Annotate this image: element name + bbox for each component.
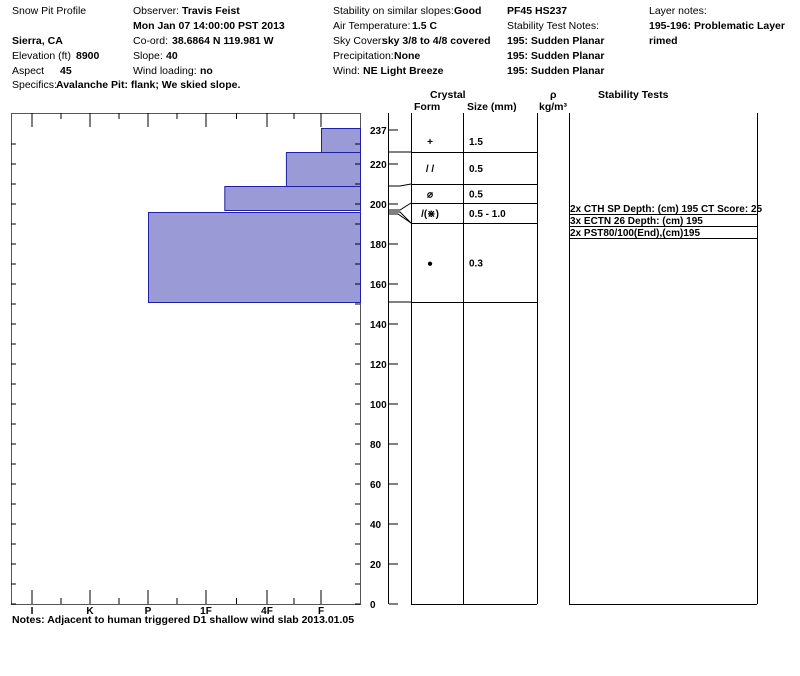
crystal-size: 0.5 (469, 164, 483, 175)
layer-note: rimed (649, 35, 678, 47)
height-label: 80 (370, 440, 382, 451)
aspect: 45 (60, 65, 72, 77)
elevation-label: Elevation (ft) (12, 50, 71, 62)
air-temp: 1.5 C (412, 20, 438, 32)
height-label: 220 (370, 160, 387, 171)
height-label: 60 (370, 480, 382, 491)
sky: sky 3/8 to 4/8 covered (382, 35, 491, 47)
layer-connector (389, 183, 412, 187)
specifics-label: Specifics: (12, 79, 57, 91)
specifics: Avalanche Pit: flank; We skied slope. (56, 79, 241, 91)
hardness-label: P (145, 606, 152, 617)
height-label: 180 (370, 240, 387, 251)
hardness-bar (321, 128, 361, 153)
precip-label: Precipitation: (333, 50, 394, 62)
precip: None (394, 50, 421, 62)
stability-notes-label: Stability Test Notes: (507, 20, 600, 32)
pf-hs: PF45 HS237 (507, 5, 568, 17)
sky-label: Sky Cover: (333, 35, 385, 47)
height-label: 40 (370, 520, 382, 531)
stability-test: 3x ECTN 26 Depth: (cm) 195 (570, 216, 703, 227)
crystal-form-icon: ⌀ (427, 190, 433, 201)
hardness-label: 1F (200, 606, 212, 617)
date: Mon Jan 07 14:00:00 PST 2013 (133, 20, 285, 32)
hardness-bar (148, 212, 361, 303)
notes: Notes: Adjacent to human triggered D1 sh… (12, 614, 355, 626)
crystal-size: 0.5 - 1.0 (469, 209, 506, 220)
stability-note: 195: Sudden Planar (507, 35, 605, 47)
layer-connector (389, 211, 412, 224)
size-header: Size (mm) (467, 101, 517, 113)
crystal-size: 0.5 (469, 190, 483, 201)
wind-label: Wind: (333, 65, 360, 77)
density-unit-header: kg/m³ (539, 101, 568, 113)
location: Sierra, CA (12, 35, 63, 47)
observer-label: Observer: (133, 5, 180, 17)
height-label: 0 (370, 600, 376, 611)
height-label: 200 (370, 200, 387, 211)
coord-label: Co-ord: (133, 35, 169, 47)
air-temp-label: Air Temperature: (333, 20, 411, 32)
stability-test: 2x PST80/100(End),(cm)195 (570, 228, 700, 239)
crystal-form-icon: ● (427, 259, 433, 270)
crystal-form-icon: /(⋇) (421, 209, 439, 220)
height-label: 120 (370, 360, 387, 371)
hardness-label: F (318, 606, 324, 617)
stability-tests-header: Stability Tests (598, 89, 669, 101)
layer-connector (389, 213, 412, 224)
stability-note: 195: Sudden Planar (507, 65, 605, 77)
layer-note: 195-196: Problematic Layer (649, 20, 785, 32)
crystal-form-icon: / / (426, 164, 435, 175)
height-label: 100 (370, 400, 387, 411)
title: Snow Pit Profile (12, 5, 87, 17)
coord: 38.6864 N 119.981 W (172, 35, 274, 47)
rho-header: ρ (550, 89, 557, 101)
height-label: 237 (370, 126, 387, 137)
aspect-label: Aspect (12, 65, 45, 77)
slope-label: Slope: (133, 50, 163, 62)
elevation: 8900 (76, 50, 100, 62)
slope: 40 (166, 50, 178, 62)
wind: NE Light Breeze (363, 65, 444, 77)
crystal-size: 0.3 (469, 259, 483, 270)
height-label: 140 (370, 320, 387, 331)
crystal-form-icon: + (427, 137, 433, 148)
stability-label: Stability on similar slopes: (333, 5, 454, 17)
wind-loading: no (200, 65, 213, 77)
hardness-label: I (31, 606, 34, 617)
height-label: 160 (370, 280, 387, 291)
hardness-bar (285, 152, 361, 187)
stability-test: 2x CTH SP Depth: (cm) 195 CT Score: 25 (570, 204, 763, 215)
form-header: Form (414, 101, 441, 113)
hardness-plot-frame (11, 113, 361, 605)
layer-notes-label: Layer notes: (649, 5, 707, 17)
layer-connector (389, 202, 412, 211)
observer: Travis Feist (182, 5, 240, 17)
hardness-label: K (86, 606, 94, 617)
hardness-bar (224, 186, 361, 211)
hardness-label: 4F (261, 606, 273, 617)
stability-note: 195: Sudden Planar (507, 50, 605, 62)
height-label: 20 (370, 560, 382, 571)
wind-loading-label: Wind loading: (133, 65, 197, 77)
crystal-size: 1.5 (469, 137, 483, 148)
crystal-header: Crystal (430, 89, 466, 101)
stability: Good (454, 5, 482, 17)
